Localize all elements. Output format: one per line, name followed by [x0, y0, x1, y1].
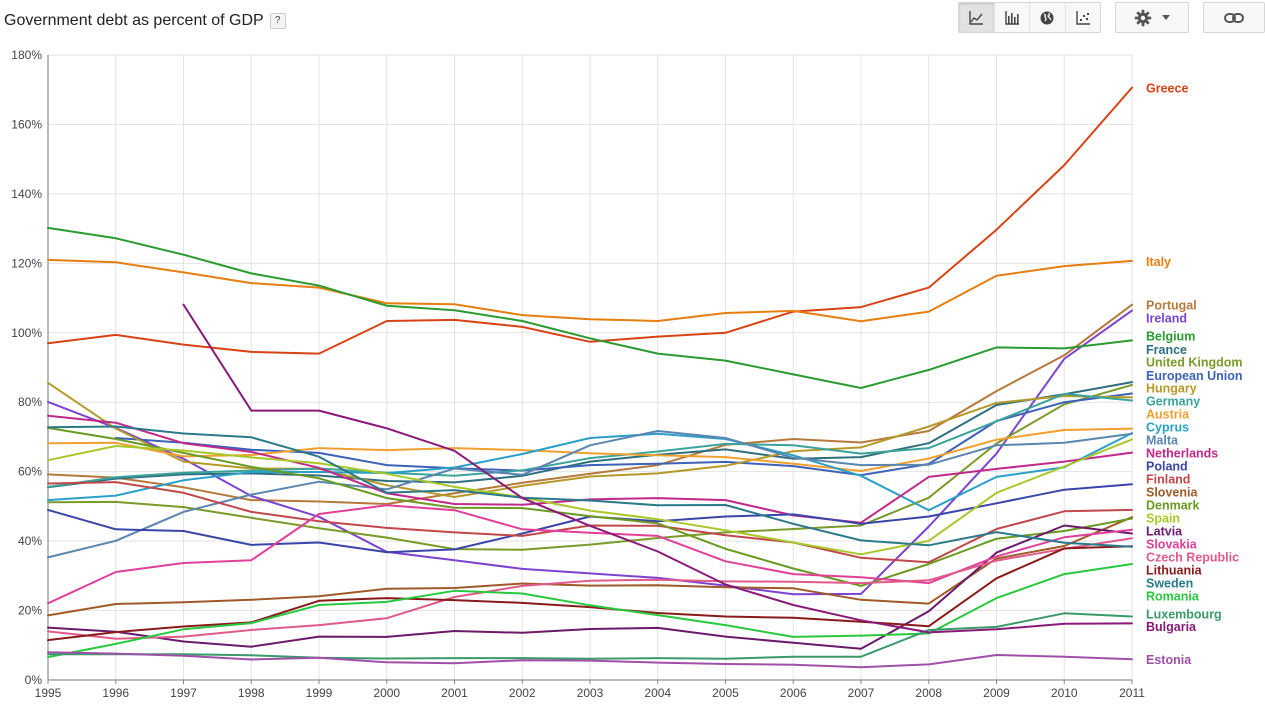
y-tick-label: 100% [11, 326, 42, 340]
series-line-cyprus[interactable] [47, 432, 1133, 512]
series-line-bulgaria[interactable] [182, 303, 1133, 634]
series-line-united-kingdom[interactable] [47, 383, 1133, 551]
legend-label-denmark[interactable]: Denmark [1146, 499, 1200, 513]
legend-label-spain[interactable]: Spain [1146, 512, 1180, 526]
x-tick-label: 1997 [170, 686, 197, 700]
legend-label-european-union[interactable]: European Union [1146, 369, 1243, 383]
series-line-belgium[interactable] [47, 226, 1133, 389]
bar-chart-icon [1005, 10, 1019, 25]
scatter-view-button[interactable] [1066, 3, 1101, 32]
legend-label-cyprus[interactable]: Cyprus [1146, 421, 1189, 435]
legend-label-estonia[interactable]: Estonia [1146, 653, 1192, 667]
series-line-luxembourg[interactable] [47, 612, 1133, 660]
legend-label-poland[interactable]: Poland [1146, 459, 1188, 473]
series-line-hungary[interactable] [47, 381, 1133, 498]
series-line-european-union[interactable] [114, 392, 1133, 477]
gear-icon [1134, 9, 1152, 26]
series-line-czech-republic[interactable] [47, 537, 1133, 640]
legend-label-malta[interactable]: Malta [1146, 434, 1179, 448]
chart-header: Government debt as percent of GDP ? [4, 10, 286, 32]
x-tick-label: 2006 [780, 686, 807, 700]
x-tick-label: 2008 [915, 686, 942, 700]
y-tick-label: 0% [25, 673, 43, 687]
legend-label-luxembourg[interactable]: Luxembourg [1146, 607, 1222, 621]
legend-label-austria[interactable]: Austria [1146, 408, 1190, 422]
x-tick-label: 2003 [577, 686, 604, 700]
legend-label-germany[interactable]: Germany [1146, 394, 1200, 408]
series-line-netherlands[interactable] [47, 414, 1133, 524]
view-switcher [958, 2, 1101, 33]
y-tick-label: 80% [18, 395, 42, 409]
legend-label-ireland[interactable]: Ireland [1146, 312, 1187, 326]
series-line-germany[interactable] [47, 392, 1133, 488]
x-tick-label: 1995 [35, 686, 62, 700]
series-line-france[interactable] [47, 381, 1133, 489]
x-tick-label: 2000 [373, 686, 400, 700]
line-chart-icon [969, 10, 984, 25]
x-tick-label: 1999 [306, 686, 333, 700]
x-tick-label: 2004 [644, 686, 671, 700]
legend-label-latvia[interactable]: Latvia [1146, 524, 1183, 538]
series-line-ireland[interactable] [47, 309, 1133, 596]
bar-chart-view-button[interactable] [995, 3, 1030, 32]
settings-button[interactable] [1115, 2, 1189, 33]
series-line-romania[interactable] [47, 563, 1133, 659]
caret-down-icon [1162, 14, 1170, 20]
series-line-denmark[interactable] [47, 426, 1133, 587]
series-line-estonia[interactable] [47, 651, 1133, 669]
series-line-lithuania[interactable] [47, 545, 1133, 642]
legend-label-slovakia[interactable]: Slovakia [1146, 538, 1198, 552]
legend-label-bulgaria[interactable]: Bulgaria [1146, 620, 1197, 634]
x-tick-label: 2005 [712, 686, 739, 700]
link-button[interactable] [1203, 2, 1265, 33]
series-line-italy[interactable] [47, 258, 1133, 323]
series-line-spain[interactable] [47, 438, 1133, 556]
series-line-latvia[interactable] [47, 524, 1133, 650]
scatter-plot-icon [1076, 10, 1090, 25]
series-line-sweden[interactable] [47, 425, 1133, 548]
legend-label-greece[interactable]: Greece [1146, 82, 1188, 96]
x-tick-label: 1998 [238, 686, 265, 700]
legend-label-italy[interactable]: Italy [1146, 255, 1171, 269]
legend-label-finland[interactable]: Finland [1146, 473, 1190, 487]
legend-label-belgium[interactable]: Belgium [1146, 330, 1195, 344]
y-tick-label: 140% [11, 187, 42, 201]
x-tick-label: 2009 [983, 686, 1010, 700]
series-line-slovenia[interactable] [47, 516, 1133, 617]
y-tick-label: 40% [18, 534, 42, 548]
line-chart-view-button[interactable] [959, 3, 995, 32]
x-tick-label: 1996 [102, 686, 129, 700]
x-tick-label: 2010 [1051, 686, 1078, 700]
x-tick-label: 2011 [1119, 686, 1145, 700]
link-icon [1224, 12, 1244, 23]
legend-label-hungary[interactable]: Hungary [1146, 382, 1197, 396]
y-tick-label: 180% [11, 48, 42, 62]
x-tick-label: 2001 [441, 686, 468, 700]
globe-map-icon [1040, 11, 1054, 24]
legend-label-slovenia[interactable]: Slovenia [1146, 485, 1198, 499]
y-tick-label: 60% [18, 465, 42, 479]
y-tick-label: 120% [11, 256, 42, 270]
legend-label-lithuania[interactable]: Lithuania [1146, 564, 1203, 578]
legend-label-netherlands[interactable]: Netherlands [1146, 447, 1218, 461]
x-tick-label: 2007 [848, 686, 875, 700]
legend-label-romania[interactable]: Romania [1146, 589, 1200, 603]
legend-label-portugal[interactable]: Portugal [1146, 299, 1197, 313]
x-tick-label: 2002 [509, 686, 536, 700]
help-button[interactable]: ? [269, 13, 286, 29]
legend-label-sweden[interactable]: Sweden [1146, 576, 1193, 590]
legend-label-france[interactable]: France [1146, 343, 1187, 357]
y-tick-label: 20% [18, 604, 42, 618]
y-tick-label: 160% [11, 117, 42, 131]
legend-label-czech-republic[interactable]: Czech Republic [1146, 550, 1239, 564]
series-line-greece[interactable] [47, 86, 1133, 355]
map-view-button[interactable] [1030, 3, 1066, 32]
chart-title: Government debt as percent of GDP [4, 12, 264, 29]
series-line-malta[interactable] [47, 430, 1133, 559]
legend-label-united-kingdom[interactable]: United Kingdom [1146, 356, 1243, 370]
